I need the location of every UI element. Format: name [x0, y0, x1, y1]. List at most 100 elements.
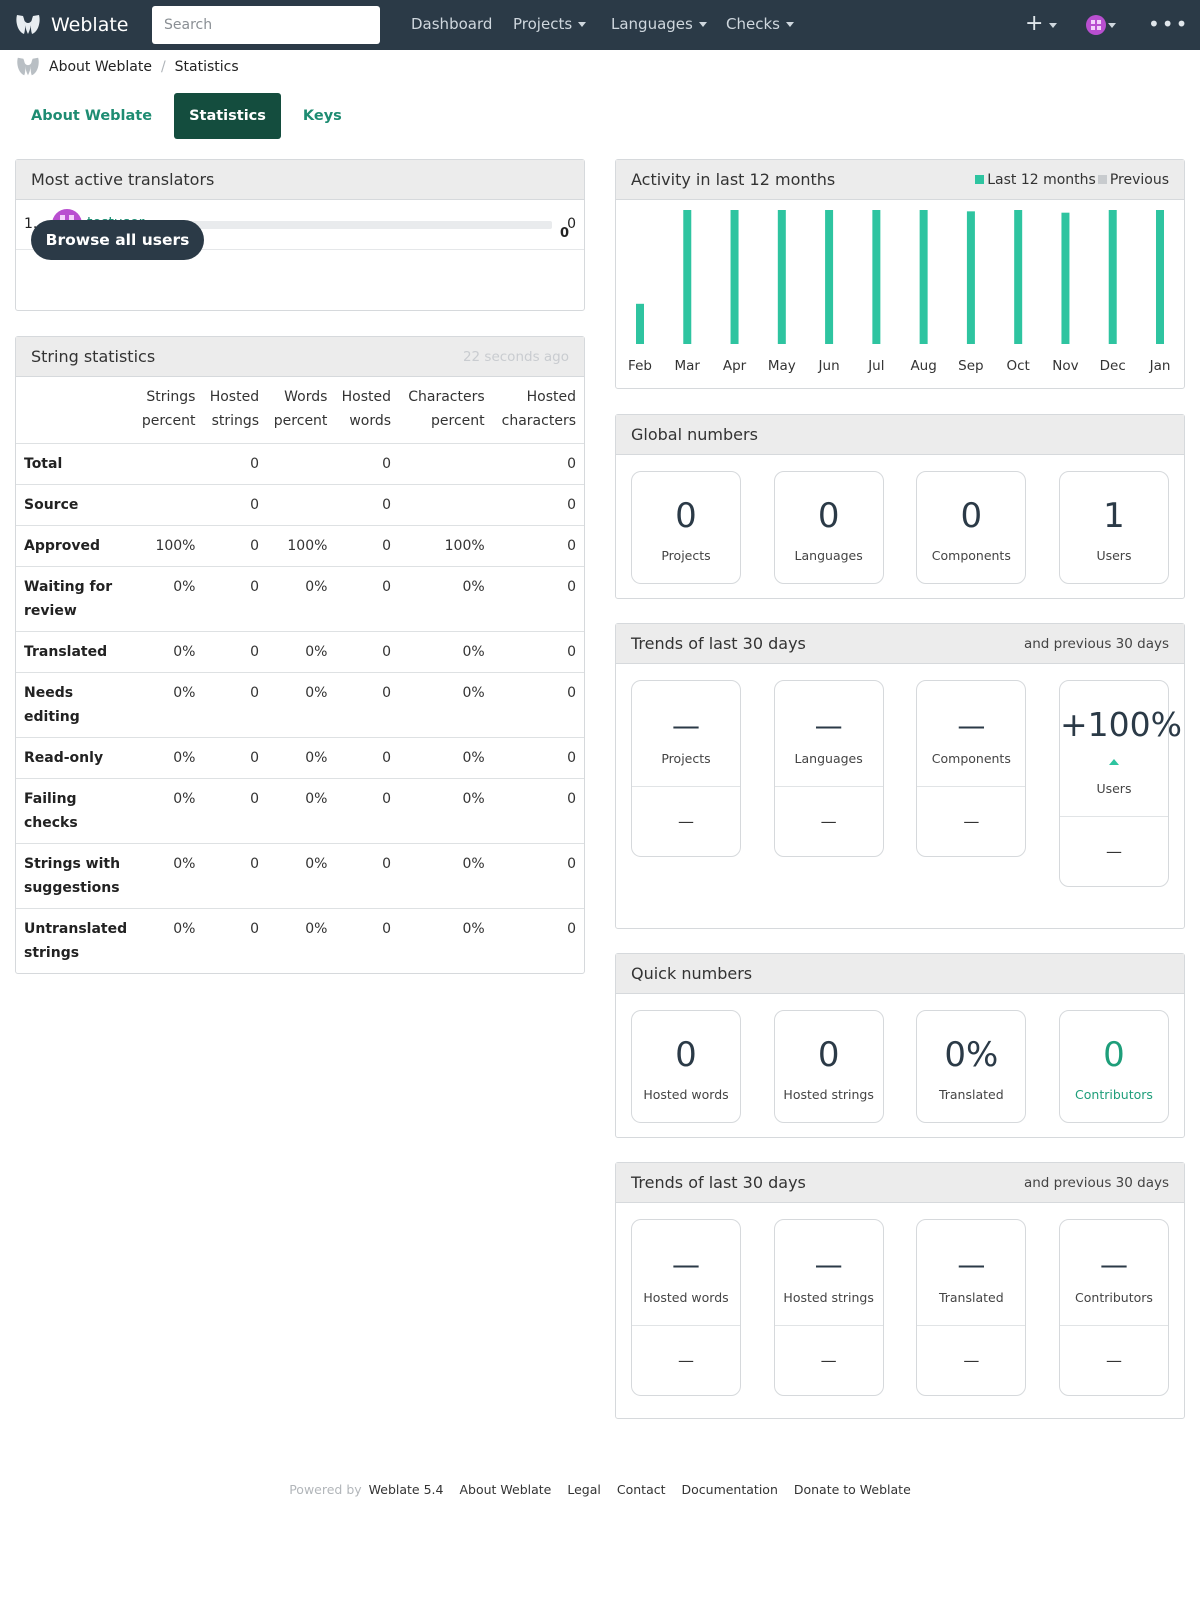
table-cell: 0% — [135, 737, 204, 779]
card-divider — [632, 1325, 740, 1326]
row-header-text: Translated — [24, 644, 108, 660]
table-cell: 100% — [399, 525, 493, 567]
footer-link-documentation[interactable]: Documentation — [681, 1482, 778, 1497]
table-cell: 0 — [335, 843, 400, 909]
page-footer: Powered by Weblate 5.4 About Weblate Leg… — [0, 1482, 1200, 1497]
card-divider — [1059, 816, 1168, 817]
row-header-text: Total — [24, 456, 63, 472]
table-cell: 0 — [335, 443, 400, 485]
brand-link[interactable]: Weblate — [14, 10, 128, 40]
stat-label: Users — [1096, 548, 1132, 563]
chevron-down-icon — [1049, 23, 1058, 28]
stat-label: Hosted strings — [783, 1087, 874, 1102]
nav-checks-dropdown[interactable]: Checks — [726, 15, 794, 33]
table-row: Source 0 0 0 — [16, 484, 584, 526]
panel-header: Most active translators — [16, 160, 584, 200]
chart-tick-label: Feb — [628, 358, 652, 374]
row-header[interactable]: Approved — [16, 525, 136, 567]
legend-label-current: Last 12 months — [987, 171, 1096, 188]
row-header[interactable]: Translated — [16, 631, 136, 673]
user-avatar-menu[interactable] — [1086, 15, 1106, 35]
table-cell: 0 — [203, 843, 268, 909]
more-menu-icon[interactable]: ••• — [1148, 12, 1190, 36]
chart-bar-aug — [919, 210, 928, 344]
table-cell: 0% — [399, 843, 493, 909]
stat-label: Projects — [661, 548, 711, 563]
row-header[interactable]: Read-only — [16, 737, 136, 779]
stat-value: 0 — [675, 496, 697, 536]
chevron-down-icon — [785, 22, 794, 27]
row-header[interactable]: Needs editing — [16, 672, 136, 738]
table-cell: 0% — [399, 631, 493, 673]
table-cell: 0 — [203, 778, 268, 844]
trend-boxes: — Hosted words — — Hosted strings — — Transla… — [631, 1219, 1169, 1396]
trend-value: — — [814, 709, 843, 742]
chart-tick-label: Jan — [1149, 358, 1171, 374]
trend-up-icon — [1108, 759, 1119, 765]
table-cell: 0% — [399, 737, 493, 779]
browse-all-users-button[interactable]: Browse all users — [31, 220, 204, 260]
row-header-text: review — [24, 603, 77, 619]
trend-value: — — [814, 1248, 843, 1281]
chart-tick-label: Aug — [910, 358, 936, 374]
row-header[interactable]: Failing checks — [16, 778, 136, 844]
activity-bar-chart: Feb Mar Apr May Jun Jul Aug Sep Oct Nov Dec Jan — [628, 210, 1171, 374]
add-menu-button[interactable]: + — [1025, 11, 1058, 37]
table-cell: 0 — [335, 778, 400, 844]
footer-link-donate[interactable]: Donate to Weblate — [793, 1482, 911, 1497]
stat-card-hosted-strings: 0 Hosted strings — [773, 1010, 884, 1123]
column-header-text: Characters — [408, 389, 485, 405]
row-header[interactable]: Strings with suggestions — [16, 843, 136, 909]
row-header[interactable]: Untranslated strings — [16, 908, 136, 973]
stat-card-hosted-words: 0 Hosted words — [631, 1010, 741, 1123]
legend-swatch-previous — [1097, 175, 1107, 184]
trend-label: Projects — [661, 751, 711, 766]
nav-languages-dropdown[interactable]: Languages — [611, 15, 707, 33]
tab-statistics[interactable]: Statistics — [174, 93, 281, 139]
tab-about-weblate[interactable]: About Weblate — [31, 108, 153, 124]
chart-tick-label: Oct — [1007, 358, 1030, 374]
tab-keys[interactable]: Keys — [302, 108, 342, 124]
row-header-text: Source — [24, 497, 79, 513]
stat-value: 0 — [1103, 1035, 1125, 1075]
search-input[interactable] — [152, 6, 380, 44]
stat-label: Contributors — [1075, 1087, 1153, 1102]
table-row: Approved 100% 0 100% 0 100% 0 — [16, 525, 584, 567]
panel-header: Trends of last 30 days and previous 30 d… — [616, 1163, 1184, 1203]
column-header-text: percent — [431, 413, 485, 429]
table-cell: 100% — [135, 525, 204, 567]
nav-dashboard[interactable]: Dashboard — [411, 15, 493, 33]
trend-value: — — [672, 709, 700, 742]
table-cell: 0% — [399, 566, 493, 632]
breadcrumb-statistics[interactable]: Statistics — [174, 59, 239, 75]
table-cell — [135, 484, 204, 526]
breadcrumb-separator: / — [160, 59, 166, 75]
row-header[interactable]: Waiting for review — [16, 566, 136, 632]
footer-link-legal[interactable]: Legal — [567, 1482, 601, 1497]
chart-bar-jul — [872, 210, 881, 344]
row-header-text: strings — [24, 945, 80, 961]
footer-link-weblate-version[interactable]: Weblate 5.4 — [368, 1482, 444, 1497]
table-cell: 0 — [203, 672, 268, 738]
row-header[interactable]: Source — [16, 484, 136, 526]
nav-projects-dropdown[interactable]: Projects — [513, 15, 587, 33]
footer-link-about[interactable]: About Weblate — [459, 1482, 552, 1497]
breadcrumb-about-weblate[interactable]: About Weblate — [49, 59, 152, 75]
trend-previous: — — [963, 1351, 980, 1370]
chart-bar-jun — [825, 210, 834, 344]
trend-card-contributors: — Contributors — — [1058, 1219, 1169, 1396]
footer-link-contact[interactable]: Contact — [616, 1482, 666, 1497]
chart-tick-label: May — [768, 358, 796, 374]
breadcrumb: About Weblate / Statistics — [14, 54, 239, 80]
trend-value: +100% — [1059, 705, 1182, 744]
table-cell: 0 — [203, 566, 268, 632]
panel-title: Quick numbers — [631, 964, 753, 983]
card-divider — [1059, 1325, 1168, 1326]
table-cell — [267, 443, 336, 485]
card-divider — [632, 786, 740, 787]
table-row: Failing checks 0% 0 0% 0 0% 0 — [16, 778, 584, 844]
chevron-down-icon[interactable] — [1108, 23, 1116, 28]
row-header[interactable]: Total — [16, 443, 136, 485]
stat-card-components: 0 Components — [916, 471, 1027, 584]
stat-card-contributors[interactable]: 0 Contributors — [1058, 1010, 1169, 1123]
